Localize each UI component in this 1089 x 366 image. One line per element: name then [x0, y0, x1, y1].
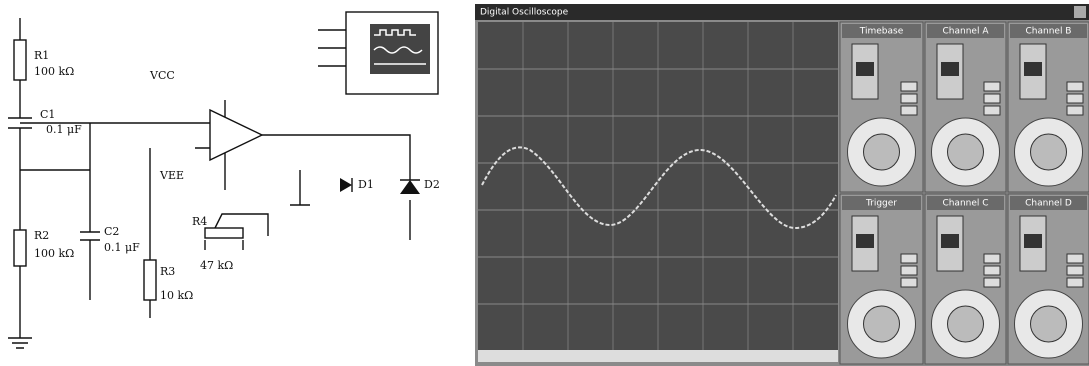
- knob[interactable]: [948, 306, 984, 342]
- button[interactable]: [901, 254, 917, 263]
- component-value: 10 kΩ: [160, 289, 193, 302]
- button[interactable]: [1067, 266, 1083, 275]
- panel-title: Trigger: [865, 199, 897, 209]
- component-ref: R3: [160, 265, 175, 278]
- button[interactable]: [901, 266, 917, 275]
- knob[interactable]: [1031, 134, 1067, 170]
- button[interactable]: [984, 82, 1000, 91]
- op-amp: [210, 110, 262, 160]
- button[interactable]: [984, 266, 1000, 275]
- button[interactable]: [1067, 278, 1083, 287]
- button[interactable]: [1067, 82, 1083, 91]
- component-value: 0.1 μF: [104, 241, 140, 254]
- diode-d1: [340, 178, 352, 192]
- knob[interactable]: [948, 134, 984, 170]
- button[interactable]: [984, 278, 1000, 287]
- component-ref: C1: [40, 108, 55, 121]
- slider-thumb[interactable]: [941, 234, 959, 248]
- component-ref: R1: [34, 49, 49, 62]
- button[interactable]: [984, 94, 1000, 103]
- supply-label: VCC: [149, 69, 175, 82]
- panel-title: Channel D: [1025, 199, 1072, 209]
- diode-label: D1: [358, 178, 374, 191]
- component-value: 100 kΩ: [34, 247, 74, 260]
- slider-thumb[interactable]: [856, 234, 874, 248]
- component-ref: C2: [104, 225, 119, 238]
- slider-thumb[interactable]: [1024, 234, 1042, 248]
- schematic: R1 100 kΩ C1 0.1 μF R2 100 kΩ C2 0.1 μF …: [8, 12, 440, 348]
- knob[interactable]: [864, 134, 900, 170]
- diode-d2: [400, 180, 420, 194]
- panel-title: Timebase: [859, 27, 904, 37]
- slider-thumb[interactable]: [941, 62, 959, 76]
- resistor-r1: [14, 40, 26, 80]
- button[interactable]: [1067, 254, 1083, 263]
- button[interactable]: [984, 254, 1000, 263]
- panel-title: Channel C: [942, 199, 988, 209]
- slider-thumb[interactable]: [1024, 62, 1042, 76]
- window-title: Digital Oscilloscope: [480, 8, 569, 18]
- supply-label: VEE: [159, 169, 184, 182]
- button[interactable]: [1067, 94, 1083, 103]
- panel-title: Channel A: [943, 27, 990, 37]
- button[interactable]: [901, 94, 917, 103]
- button[interactable]: [984, 106, 1000, 115]
- button[interactable]: [901, 82, 917, 91]
- button[interactable]: [1067, 106, 1083, 115]
- scrollbar[interactable]: [478, 350, 838, 362]
- component-ref: R2: [34, 229, 49, 242]
- resistor-r2: [14, 230, 26, 266]
- component-value: 100 kΩ: [34, 65, 74, 78]
- component-value: 0.1 μF: [46, 123, 82, 136]
- diode-label: D2: [424, 178, 440, 191]
- knob[interactable]: [1031, 306, 1067, 342]
- slider-thumb[interactable]: [856, 62, 874, 76]
- component-ref: R4: [192, 215, 207, 228]
- button[interactable]: [901, 278, 917, 287]
- oscilloscope-window: Digital Oscilloscope Timebase Channel A Ch…: [475, 4, 1089, 366]
- button[interactable]: [901, 106, 917, 115]
- knob[interactable]: [864, 306, 900, 342]
- panel-title: Channel B: [1026, 27, 1072, 37]
- close-button[interactable]: [1074, 6, 1086, 18]
- resistor-r3: [144, 260, 156, 300]
- potentiometer: [205, 228, 243, 238]
- screenshot: R1 100 kΩ C1 0.1 μF R2 100 kΩ C2 0.1 μF …: [0, 0, 1089, 366]
- component-value: 47 kΩ: [200, 259, 233, 272]
